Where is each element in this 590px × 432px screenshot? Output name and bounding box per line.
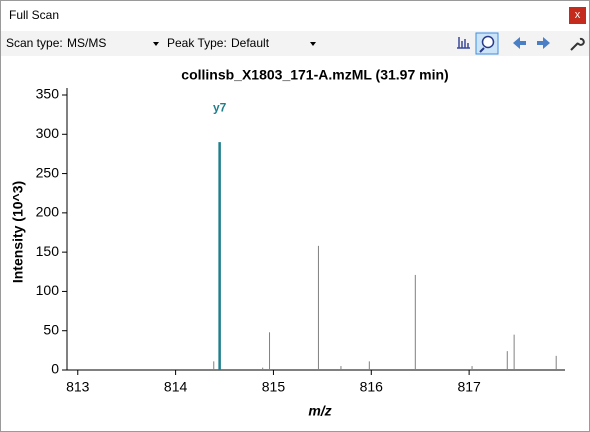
y-tick-label: 0 <box>51 361 59 377</box>
scan-type-combo[interactable] <box>63 33 163 54</box>
back-button[interactable] <box>513 37 526 49</box>
peak-type-combo[interactable] <box>227 33 322 54</box>
y-tick-label: 50 <box>43 321 59 337</box>
y-tick-label: 150 <box>36 243 60 259</box>
window-title: Full Scan <box>9 8 59 22</box>
y-tick-label: 250 <box>36 164 60 180</box>
y-axis-label: Intensity (10^3) <box>10 181 26 283</box>
x-axis-label: m/z <box>308 403 331 419</box>
forward-button[interactable] <box>537 37 550 49</box>
combo-arrow <box>310 42 316 46</box>
x-tick-label: 817 <box>457 379 481 395</box>
chart-title: collinsb_X1803_171-A.mzML (31.97 min) <box>181 67 448 83</box>
y-tick-label: 100 <box>36 282 60 298</box>
combo-arrow <box>153 42 159 46</box>
x-tick-label: 813 <box>66 379 90 395</box>
close-button[interactable] <box>569 7 586 24</box>
settings-button[interactable] <box>570 37 585 51</box>
y-tick-label: 350 <box>36 86 60 102</box>
peak-type-value[interactable]: Default <box>231 36 270 50</box>
spectrum-icon[interactable] <box>457 37 470 49</box>
scan-type-label: Scan type: <box>6 36 63 50</box>
plot: 0 50 100 150 200 250 300 350 813 814 815 816 817 y7 <box>36 86 565 395</box>
x-tick-label: 815 <box>262 379 286 395</box>
peak-label: y7 <box>213 100 227 114</box>
zoom-handle <box>479 47 485 53</box>
scan-type-value[interactable]: MS/MS <box>67 36 106 50</box>
x-tick-label: 814 <box>164 379 188 395</box>
close-label[interactable]: x <box>575 9 581 21</box>
zoom-icon <box>481 35 495 49</box>
x-tick-label: 816 <box>360 379 384 395</box>
y-tick-label: 200 <box>36 204 60 220</box>
peak-type-label: Peak Type: <box>167 36 227 50</box>
y-tick-label: 300 <box>36 125 60 141</box>
